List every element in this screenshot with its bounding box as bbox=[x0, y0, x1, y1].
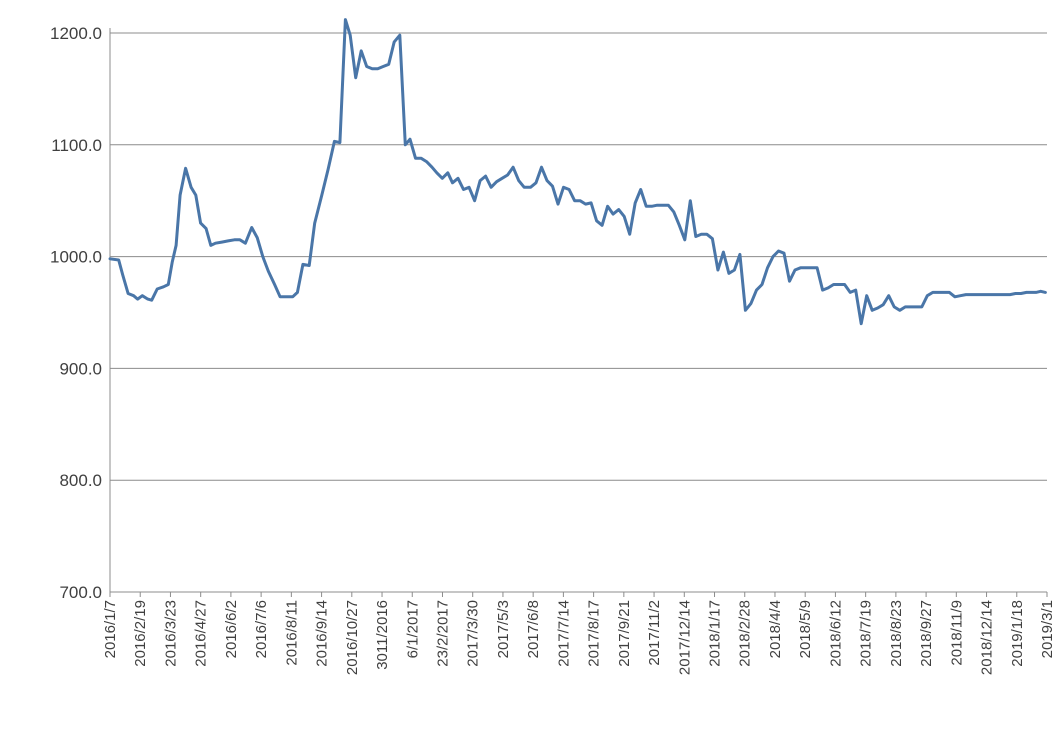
x-tick-label: 2019/1/18 bbox=[1009, 600, 1026, 667]
x-tick-label: 2017/12/14 bbox=[676, 600, 693, 675]
y-tick-label: 700.0 bbox=[59, 583, 102, 602]
x-tick-label: 2017/11/2 bbox=[646, 600, 663, 666]
x-tick-label: 2016/9/14 bbox=[314, 600, 331, 667]
x-tick-label: 2016/2/19 bbox=[132, 600, 149, 667]
series-line bbox=[108, 18, 1047, 326]
series bbox=[108, 18, 1047, 326]
x-tick-label: 2018/12/14 bbox=[979, 600, 996, 675]
x-tick-label: 2016/10/27 bbox=[344, 600, 361, 675]
y-tick-label: 900.0 bbox=[59, 359, 102, 378]
x-tick-label: 2017/5/3 bbox=[495, 600, 512, 658]
x-tick-label: 23/2/2017 bbox=[434, 600, 451, 667]
x-tick-label: 2018/6/12 bbox=[827, 600, 844, 667]
x-tick-label: 2016/7/6 bbox=[253, 600, 270, 658]
x-tick-label: 3011/2016 bbox=[374, 600, 391, 670]
y-axis-tick-labels: 700.0 800.0 900.0 1000.0 1100.0 1200.0 bbox=[50, 24, 102, 602]
y-tick-label: 800.0 bbox=[59, 471, 102, 490]
x-tick-label: 2017/6/8 bbox=[525, 600, 542, 658]
x-tick-label: 2018/1/17 bbox=[707, 600, 724, 667]
x-tick-label: 2018/5/9 bbox=[797, 600, 814, 658]
x-tick-label: 2017/9/21 bbox=[616, 600, 633, 667]
x-tick-label: 2018/11/9 bbox=[948, 600, 965, 666]
x-tick-label: 2017/3/30 bbox=[465, 600, 482, 667]
x-tick-label: 2018/2/28 bbox=[737, 600, 754, 667]
x-tick-label: 2019/3/1 bbox=[1039, 600, 1056, 658]
gridlines bbox=[110, 32, 1047, 481]
x-axis-tick-labels: 2016/1/7 2016/2/19 2016/3/23 2016/4/27 2016/… bbox=[102, 600, 1056, 675]
y-tick-label: 1200.0 bbox=[50, 24, 102, 43]
x-tick-label: 2018/9/27 bbox=[918, 600, 935, 667]
x-tick-label: 2018/8/23 bbox=[888, 600, 905, 667]
x-tick-label: 2018/4/4 bbox=[767, 600, 784, 658]
x-tick-label: 2016/1/7 bbox=[102, 600, 119, 658]
y-tick-label: 1100.0 bbox=[51, 136, 102, 155]
x-tick-label: 2018/7/19 bbox=[858, 600, 875, 667]
x-tick-label: 2016/3/23 bbox=[162, 600, 179, 667]
x-tick-label: 2016/4/27 bbox=[193, 600, 210, 667]
x-tick-label: 6/1/2017 bbox=[404, 600, 421, 658]
x-tick-label: 2017/8/17 bbox=[586, 600, 603, 667]
axes bbox=[109, 28, 1048, 597]
y-tick-label: 1000.0 bbox=[50, 248, 102, 267]
x-tick-label: 2016/8/11 bbox=[283, 600, 300, 666]
x-tick-label: 2016/6/2 bbox=[223, 600, 240, 658]
x-tick-label: 2017/7/14 bbox=[555, 600, 572, 667]
